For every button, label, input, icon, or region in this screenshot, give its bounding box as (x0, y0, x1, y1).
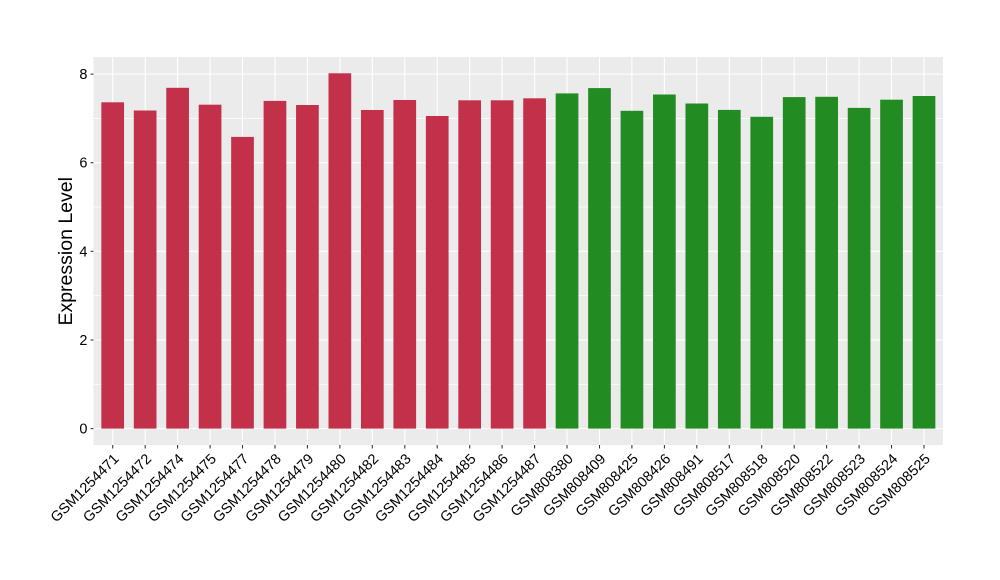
svg-text:4: 4 (79, 244, 87, 260)
svg-text:8: 8 (79, 67, 87, 83)
svg-text:2: 2 (79, 333, 87, 349)
svg-text:6: 6 (79, 156, 87, 172)
svg-text:0: 0 (79, 422, 87, 438)
svg-text:Expression Level: Expression Level (55, 177, 77, 325)
